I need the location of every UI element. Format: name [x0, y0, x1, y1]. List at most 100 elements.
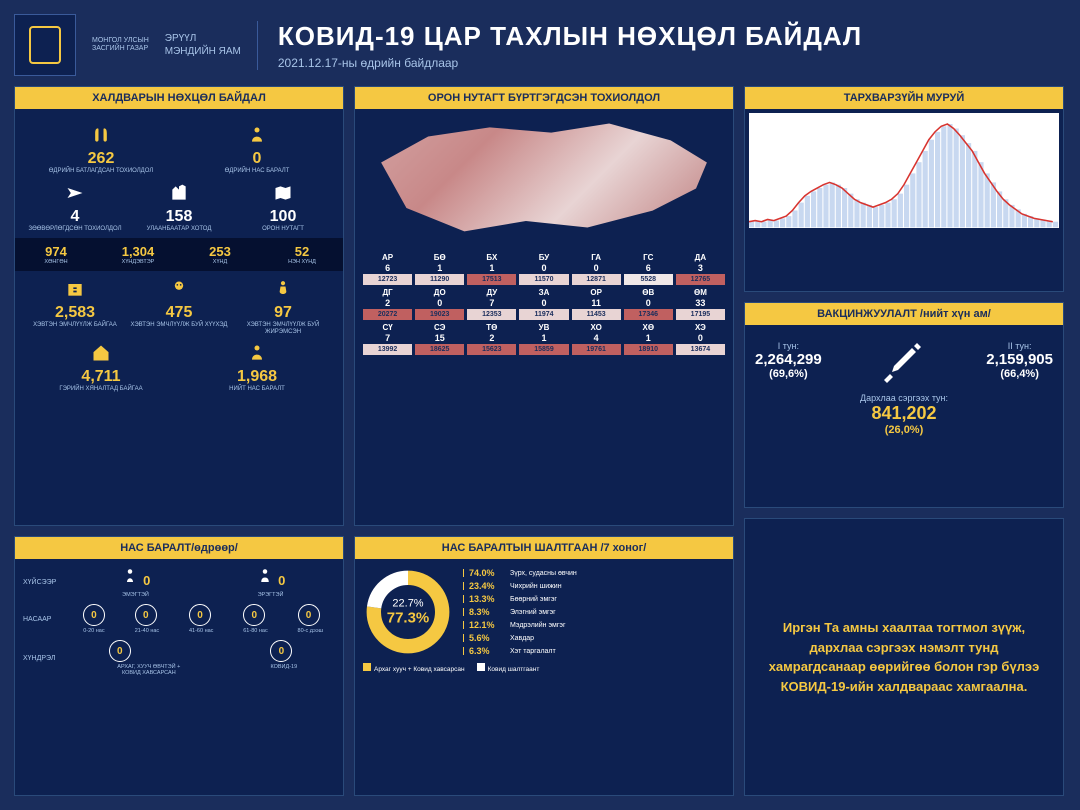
lungs-icon: [89, 123, 113, 147]
stat-deaths-today: 0 ӨДРИЙН НАС БАРАЛТ: [179, 123, 335, 175]
plane-icon: [63, 181, 87, 205]
cause-item: 74.0%Зүрх, судасны өвчин: [463, 568, 725, 578]
deaths-icon: [245, 341, 269, 365]
region-row: ДГ220272ДО019023ДУ712353ЗА011974ОР111145…: [363, 288, 725, 320]
region-cell: ДА312765: [676, 253, 725, 285]
donut-legend: Архаг хууч + Ковид хавсарсан Ковид шалтг…: [363, 663, 725, 673]
severity-row: 974ХӨНГӨН1,304ХҮНДЭВТЭР253ХҮНД52НЭН ХҮНД: [15, 238, 343, 271]
region-row: СҮ713992СЭ1518625ТӨ215623УВ115859ХО41976…: [363, 323, 725, 355]
person-icon: [245, 123, 269, 147]
female-stat: 0 ЭМЭГТЭЙ: [121, 567, 151, 598]
cause-item: 12.1%Мэдрэлийн эмгэг: [463, 620, 725, 630]
vaccination-panel: ВАКЦИНЖУУЛАЛТ /нийт хүн ам/ I тун: 2,264…: [744, 302, 1064, 508]
stat-children: 475 ХЭВТЭН ЭМЧЛҮҮЛЖ БУЙ ХҮҮХЭД: [127, 277, 231, 335]
cause-item: 8.3%Элэгний эмгэг: [463, 607, 725, 617]
dose1-stat: I тун: 2,264,299 (69,6%): [755, 341, 822, 380]
cause-item: 23.4%Чихрийн шижин: [463, 581, 725, 591]
death-causes-panel: НАС БАРАЛТЫН ШАЛТГААН /7 хоног/ 22.7% 77…: [354, 536, 734, 796]
logo-sub1: МОНГОЛ УЛСЫН: [92, 37, 149, 45]
message-text: Иргэн Та амны хаалтаа тогтмол зүүж, дарх…: [763, 618, 1045, 696]
mongolia-map: [363, 117, 725, 247]
message-panel: Иргэн Та амны хаалтаа тогтмол зүүж, дарх…: [744, 518, 1064, 796]
cause-item: 13.3%Бөөрний эмгэг: [463, 594, 725, 604]
stat-pregnant: 97 ХЭВТЭН ЭМЧЛҮҮЛЖ БУЙ ЖИРЭМСЭН: [231, 277, 335, 335]
region-table: АР612723БӨ111290БХ117513БУ011570ГА012871…: [363, 253, 725, 355]
region-cell: БУ011570: [519, 253, 568, 285]
region-cell: АР612723: [363, 253, 412, 285]
region-cell: ТӨ215623: [467, 323, 516, 355]
stat-home: 4,711 ГЭРИЙН ХЯНАЛТАД БАЙГАА: [23, 341, 179, 393]
region-cell: ХЭ013674: [676, 323, 725, 355]
age-label: НАСААР: [23, 616, 63, 623]
curve-panel: ТАРХВАРЗҮЙН МУРУЙ: [744, 86, 1064, 292]
header: МОНГОЛ УЛСЫН ЗАСГИЙН ГАЗАР ЭРҮҮЛ МЭНДИЙН…: [14, 14, 1066, 76]
region-cell: ДО019023: [415, 288, 464, 320]
stat-total-deaths: 1,968 НИЙТ НАС БАРАЛТ: [179, 341, 335, 393]
booster-stat: Дархлаа сэргээх тун: 841,202 (26,0%): [755, 393, 1053, 436]
severity-item: 1,304ХҮНДЭВТЭР: [97, 244, 179, 265]
chronic-stat: 0 АРХАГ, ХУУЧ ӨВЧТЭЙ + КОВИД ХАВСАРСАН: [109, 640, 189, 676]
gender-label: ХҮЙСЭЭР: [23, 579, 63, 586]
syringe-icon: [879, 335, 929, 385]
infection-title: ХАЛДВАРЫН НӨХЦӨЛ БАЙДАЛ: [15, 87, 343, 109]
severity-item: 253ХҮНД: [179, 244, 261, 265]
age-item: 080-с дээш: [298, 604, 324, 634]
ministry-label: ЭРҮҮЛ МЭНДИЙН ЯАМ: [165, 32, 241, 58]
stat-imported: 4 ЗӨӨВӨРЛӨГДСӨН ТОХИОЛДОЛ: [23, 181, 127, 233]
main-grid: ХАЛДВАРЫН НӨХЦӨЛ БАЙДАЛ 262 ӨДРИЙН БАТЛА…: [14, 86, 1066, 796]
hospital-icon: [63, 277, 87, 301]
stat-confirmed: 262 ӨДРИЙН БАТЛАГДСАН ТОХИОЛДОЛ: [23, 123, 179, 175]
home-icon: [89, 341, 113, 365]
regional-title: ОРОН НУТАГТ БҮРТГЭГДСЭН ТОХИОЛДОЛ: [355, 87, 733, 109]
age-item: 021-40 нас: [135, 604, 159, 634]
title-block: КОВИД-19 ЦАР ТАХЛЫН НӨХЦӨЛ БАЙДАЛ 2021.1…: [257, 21, 1066, 70]
region-cell: БӨ111290: [415, 253, 464, 285]
deaths-by-title: НАС БАРАЛТ/өдрөөр/: [15, 537, 343, 559]
region-cell: ӨВ017346: [624, 288, 673, 320]
region-cell: СҮ713992: [363, 323, 412, 355]
age-item: 00-20 нас: [83, 604, 105, 634]
vaccination-title: ВАКЦИНЖУУЛАЛТ /нийт хүн ам/: [745, 303, 1063, 325]
dose2-stat: II тун: 2,159,905 (66,4%): [986, 341, 1053, 380]
cause-item: 5.6%Хавдар: [463, 633, 725, 643]
curve-chart: [749, 113, 1059, 228]
pregnant-icon: [271, 277, 295, 301]
male-stat: 0 ЭРЭГТЭЙ: [256, 567, 286, 598]
gov-logo: [14, 14, 76, 76]
main-title: КОВИД-19 ЦАР ТАХЛЫН НӨХЦӨЛ БАЙДАЛ: [278, 21, 1066, 52]
severity-item: 974ХӨНГӨН: [15, 244, 97, 265]
covid-stat: 0 КОВИД-19: [270, 640, 297, 676]
stat-ub: 158 УЛААНБААТАР ХОТОД: [127, 181, 231, 233]
region-row: АР612723БӨ111290БХ117513БУ011570ГА012871…: [363, 253, 725, 285]
severity-item: 52НЭН ХҮНД: [261, 244, 343, 265]
region-cell: СЭ1518625: [415, 323, 464, 355]
logo-sub2: ЗАСГИЙН ГАЗАР: [92, 45, 149, 53]
region-cell: ӨМ3317195: [676, 288, 725, 320]
deaths-by-panel: НАС БАРАЛТ/өдрөөр/ ХҮЙСЭЭР 0 ЭМЭГТЭЙ: [14, 536, 344, 796]
page-root: МОНГОЛ УЛСЫН ЗАСГИЙН ГАЗАР ЭРҮҮЛ МЭНДИЙН…: [0, 0, 1080, 810]
region-cell: ГС65528: [624, 253, 673, 285]
age-item: 041-60 нас: [189, 604, 213, 634]
donut-chart: 22.7% 77.3%: [363, 567, 453, 657]
map-icon: [271, 181, 295, 205]
subtitle: 2021.12.17-ны өдрийн байдлаар: [278, 56, 1066, 70]
region-cell: ДУ712353: [467, 288, 516, 320]
comp-label: ХҮНДРЭЛ: [23, 655, 63, 662]
stat-hospital: 2,583 ХЭВТЭН ЭМЧЛҮҮЛЖ БАЙГАА: [23, 277, 127, 335]
city-icon: [167, 181, 191, 205]
region-cell: БХ117513: [467, 253, 516, 285]
region-cell: ХО419761: [572, 323, 621, 355]
cause-list: 74.0%Зүрх, судасны өвчин 23.4%Чихрийн шиж…: [463, 568, 725, 656]
logo-captions: МОНГОЛ УЛСЫН ЗАСГИЙН ГАЗАР: [92, 37, 149, 54]
curve-title: ТАРХВАРЗҮЙН МУРУЙ: [745, 87, 1063, 109]
age-item: 061-80 нас: [243, 604, 267, 634]
region-cell: ДГ220272: [363, 288, 412, 320]
region-cell: ЗА011974: [519, 288, 568, 320]
baby-icon: [167, 277, 191, 301]
regional-panel: ОРОН НУТАГТ БҮРТГЭГДСЭН ТОХИОЛДОЛ АР6127…: [354, 86, 734, 526]
region-cell: УВ115859: [519, 323, 568, 355]
stat-rural: 100 ОРОН НУТАГТ: [231, 181, 335, 233]
death-causes-title: НАС БАРАЛТЫН ШАЛТГААН /7 хоног/: [355, 537, 733, 559]
region-cell: ХӨ118910: [624, 323, 673, 355]
infection-panel: ХАЛДВАРЫН НӨХЦӨЛ БАЙДАЛ 262 ӨДРИЙН БАТЛА…: [14, 86, 344, 526]
